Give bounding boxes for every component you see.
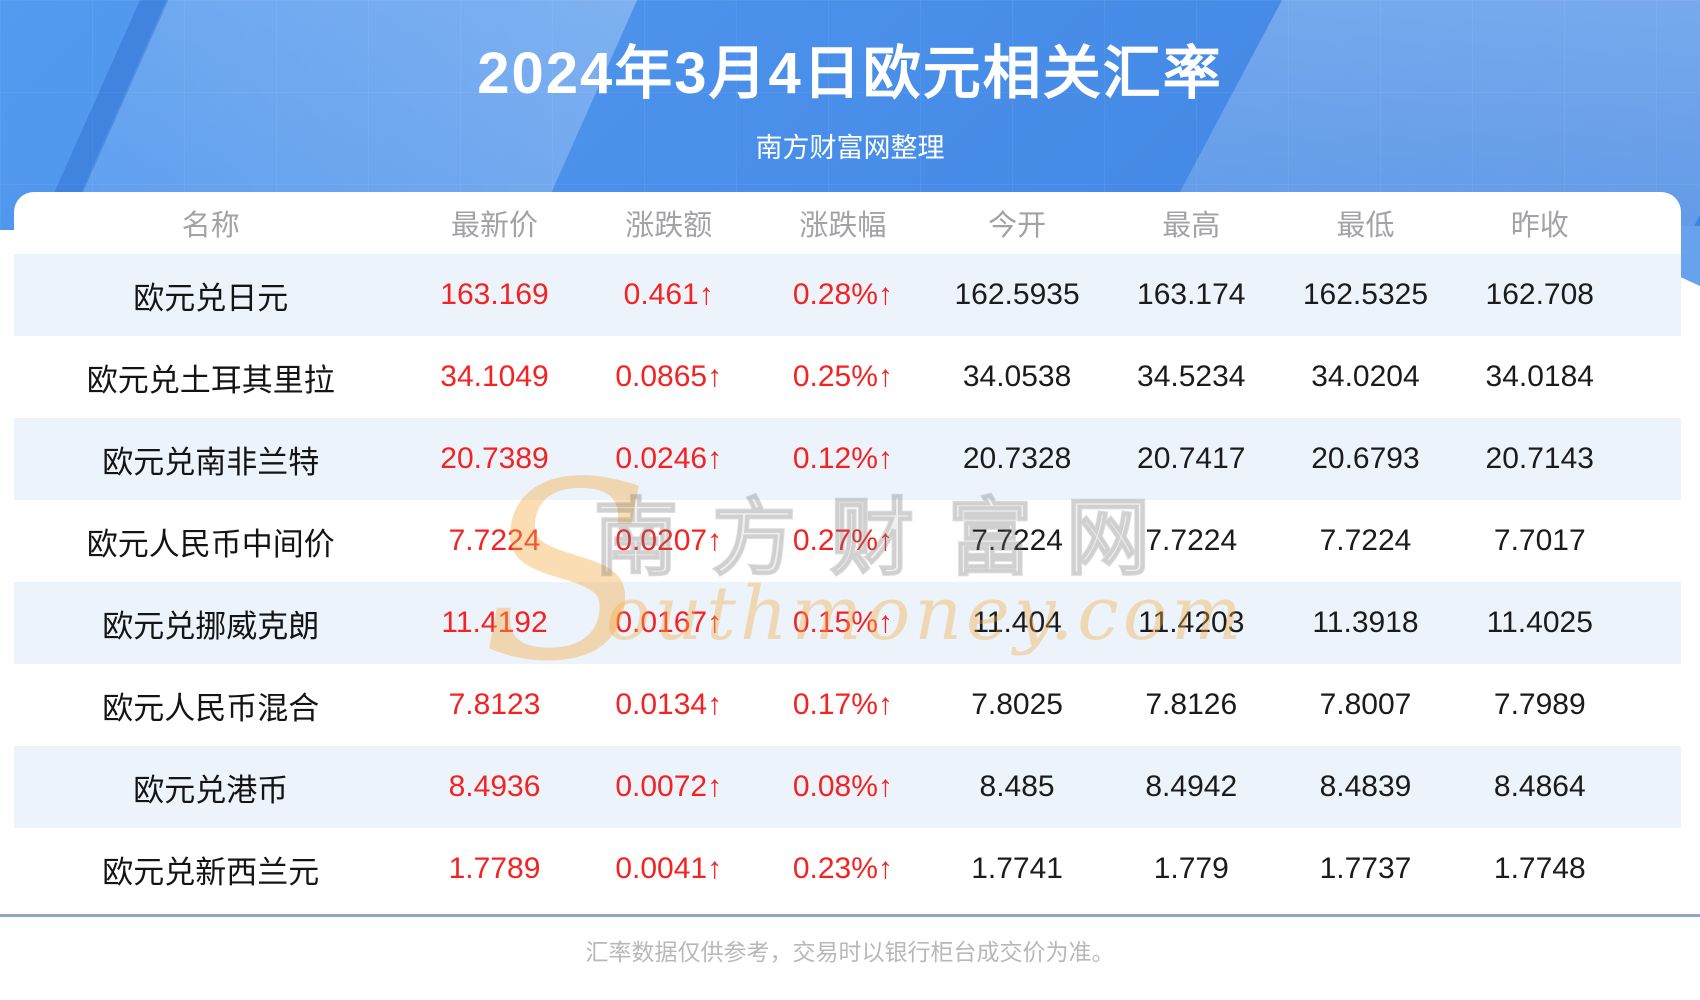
cell-low: 162.5325 (1302, 278, 1429, 311)
table-row: 欧元兑土耳其里拉 34.1049 0.0865↑ 0.25%↑ 34.0538 34.52… (14, 336, 1681, 418)
table-row: 欧元兑南非兰特 20.7389 0.0246↑ 0.12%↑ 20.7328 20.741… (14, 418, 1681, 500)
table-row: 欧元兑新西兰元 1.7789 0.0041↑ 0.23%↑ 1.7741 1.779 1.7… (14, 828, 1681, 910)
cell-name: 欧元兑南非兰特 (102, 444, 320, 480)
column-header-open: 今开 (988, 210, 1047, 242)
cell-prev_close: 8.4864 (1493, 770, 1586, 803)
cell-change_pct: 0.17%↑ (792, 688, 893, 721)
footer-divider (0, 914, 1700, 917)
cell-high: 163.174 (1137, 278, 1246, 311)
cell-name: 欧元兑土耳其里拉 (86, 362, 335, 398)
banner-grid-pattern (0, 0, 1700, 230)
cell-latest: 7.7224 (448, 524, 541, 557)
table-row: 欧元人民币混合 7.8123 0.0134↑ 0.17%↑ 7.8025 7.8126 7.… (14, 664, 1681, 746)
cell-name: 欧元兑日元 (133, 280, 289, 316)
cell-high: 34.5234 (1137, 360, 1246, 393)
page-subtitle: 南方财富网整理 (755, 133, 945, 163)
rates-table-body: 欧元兑日元 163.169 0.461↑ 0.28%↑ 162.5935 163.174 1… (14, 254, 1681, 910)
cell-high: 7.7224 (1145, 524, 1238, 557)
cell-high: 11.4203 (1138, 606, 1245, 639)
cell-prev_close: 1.7748 (1493, 852, 1586, 885)
cell-change: 0.0246↑ (615, 442, 723, 475)
column-header-latest: 最新价 (451, 210, 539, 242)
cell-name: 欧元人民币中间价 (86, 526, 335, 562)
footer-note: 汇率数据仅供参考，交易时以银行柜台成交价为准。 (585, 939, 1115, 965)
cell-low: 7.8007 (1319, 688, 1412, 721)
cell-change_pct: 0.15%↑ (792, 606, 893, 639)
cell-change_pct: 0.25%↑ (792, 360, 893, 393)
cell-latest: 163.169 (440, 278, 549, 311)
cell-change: 0.0167↑ (615, 606, 723, 639)
cell-low: 1.7737 (1319, 852, 1412, 885)
cell-prev_close: 7.7989 (1493, 688, 1586, 721)
cell-latest: 11.4192 (441, 606, 548, 639)
cell-open: 162.5935 (954, 278, 1080, 311)
cell-high: 8.4942 (1145, 770, 1238, 803)
column-header-name: 名称 (181, 210, 240, 242)
cell-open: 11.404 (972, 606, 1062, 639)
cell-change_pct: 0.08%↑ (792, 770, 893, 803)
cell-open: 7.7224 (971, 524, 1063, 557)
header-banner: 2024年3月4日欧元相关汇率 南方财富网整理 (0, 0, 1700, 230)
cell-high: 7.8126 (1145, 688, 1238, 721)
cell-low: 11.3918 (1312, 606, 1419, 639)
rates-card: 名称 最新价 涨跌额 涨跌幅 今开 最高 最低 昨收 欧元兑日元 163.169 0… (14, 192, 1681, 910)
cell-name: 欧元兑港币 (133, 772, 289, 808)
cell-open: 34.0538 (962, 360, 1072, 393)
cell-low: 34.0204 (1311, 360, 1420, 393)
cell-name: 欧元兑新西兰元 (102, 854, 320, 890)
cell-prev_close: 20.7143 (1485, 442, 1594, 475)
cell-prev_close: 162.708 (1485, 278, 1594, 311)
cell-low: 20.6793 (1311, 442, 1420, 475)
cell-open: 1.7741 (971, 852, 1063, 885)
cell-change: 0.0134↑ (615, 688, 723, 721)
cell-change_pct: 0.27%↑ (792, 524, 893, 557)
cell-prev_close: 11.4025 (1486, 606, 1593, 639)
column-header-high: 最高 (1162, 210, 1221, 242)
table-row: 欧元兑日元 163.169 0.461↑ 0.28%↑ 162.5935 163.174 1… (14, 254, 1681, 336)
column-header-prev-close: 昨收 (1510, 210, 1569, 242)
cell-name: 欧元兑挪威克朗 (102, 608, 320, 644)
page-title: 2024年3月4日欧元相关汇率 (477, 41, 1223, 106)
cell-change: 0.0865↑ (615, 360, 723, 393)
cell-latest: 7.8123 (448, 688, 541, 721)
cell-open: 20.7328 (962, 442, 1072, 475)
cell-change: 0.0041↑ (615, 852, 723, 885)
cell-prev_close: 34.0184 (1485, 360, 1594, 393)
table-header-row: 名称 最新价 涨跌额 涨跌幅 今开 最高 最低 昨收 (14, 192, 1681, 254)
column-header-low: 最低 (1336, 210, 1395, 242)
cell-latest: 34.1049 (440, 360, 549, 393)
cell-prev_close: 7.7017 (1493, 524, 1586, 557)
cell-change: 0.0072↑ (615, 770, 723, 803)
cell-change: 0.461↑ (623, 278, 714, 311)
cell-open: 7.8025 (971, 688, 1063, 721)
cell-change_pct: 0.28%↑ (792, 278, 893, 311)
cell-name: 欧元人民币混合 (102, 690, 320, 726)
cell-open: 8.485 (979, 770, 1055, 803)
cell-high: 20.7417 (1137, 442, 1246, 475)
rates-table: 名称 最新价 涨跌额 涨跌幅 今开 最高 最低 昨收 欧元兑日元 163.169 0… (14, 192, 1681, 910)
table-row: 欧元兑港币 8.4936 0.0072↑ 0.08%↑ 8.485 8.4942 8.483… (14, 746, 1681, 828)
cell-change_pct: 0.12%↑ (792, 442, 893, 475)
cell-high: 1.779 (1153, 852, 1229, 885)
table-row: 欧元人民币中间价 7.7224 0.0207↑ 0.27%↑ 7.7224 7.7224 7… (14, 500, 1681, 582)
column-header-change-pct: 涨跌幅 (799, 210, 887, 242)
cell-low: 8.4839 (1319, 770, 1412, 803)
cell-change_pct: 0.23%↑ (792, 852, 893, 885)
cell-change: 0.0207↑ (615, 524, 723, 557)
column-header-change: 涨跌额 (625, 210, 713, 242)
cell-latest: 20.7389 (440, 442, 549, 475)
cell-latest: 1.7789 (448, 852, 541, 885)
cell-low: 7.7224 (1319, 524, 1412, 557)
cell-latest: 8.4936 (448, 770, 541, 803)
table-row: 欧元兑挪威克朗 11.4192 0.0167↑ 0.15%↑ 11.404 11.4203… (14, 582, 1681, 664)
